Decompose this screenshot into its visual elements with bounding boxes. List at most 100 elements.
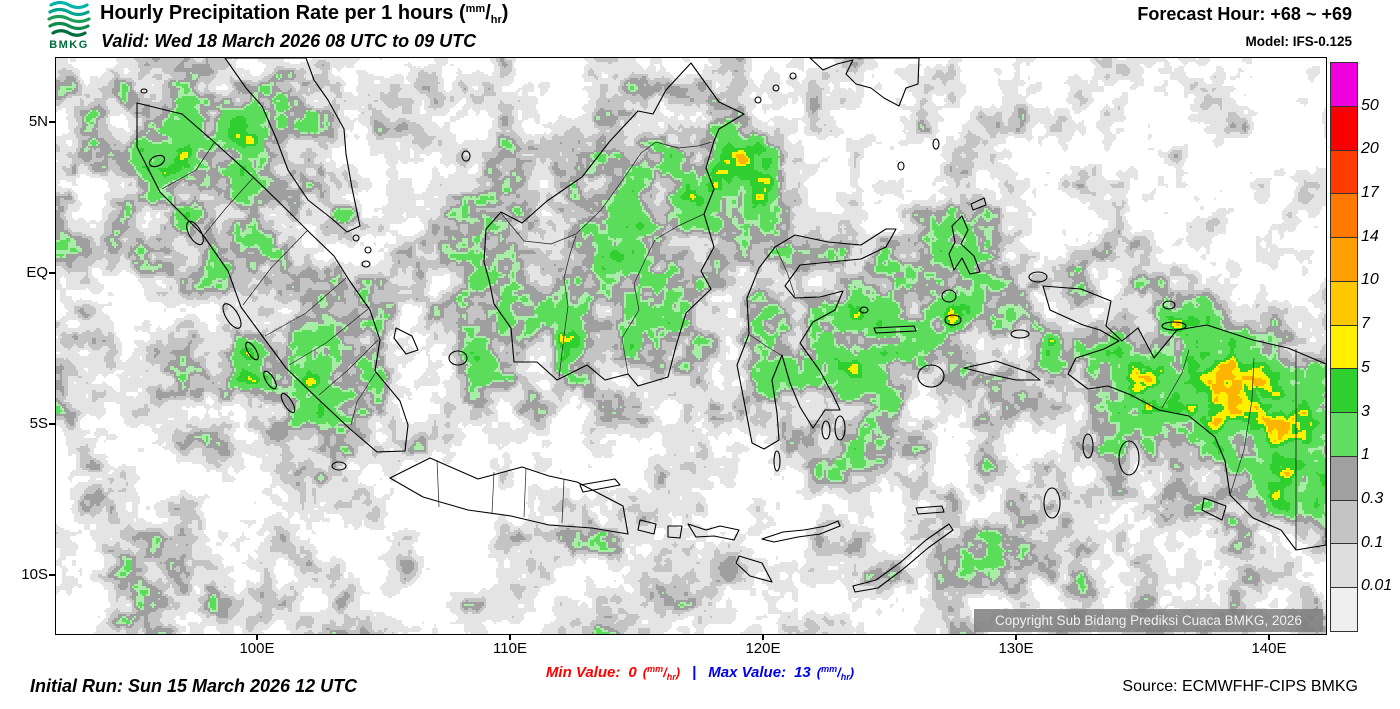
lat-tick-5S: [49, 423, 55, 425]
unit-open: (: [642, 665, 648, 680]
island-talaud: [932, 138, 940, 150]
legend-swatch: [1331, 412, 1357, 456]
unit-numerator: mm: [647, 664, 664, 674]
map-plot: Copyright Sub Bidang Prediksi Cuaca BMKG…: [55, 57, 1327, 635]
island-small: [789, 72, 797, 80]
island-nias: [186, 220, 204, 246]
legend-swatch: [1331, 455, 1357, 500]
border-province: [749, 334, 782, 356]
lon-tick-130E: [1015, 634, 1017, 640]
legend-swatch: [1331, 368, 1357, 413]
legend-label: 5: [1361, 359, 1370, 376]
legend-swatch: [1331, 324, 1357, 369]
min-unit: (mm/hr): [642, 664, 680, 682]
coastlines: [136, 58, 1326, 593]
island-small: [772, 84, 780, 92]
island-sumbawa: [687, 523, 740, 541]
legend-swatch: [1331, 499, 1357, 544]
legend-label: 17: [1361, 184, 1379, 201]
island-lingga: [361, 260, 371, 268]
lon-tick-100E: [256, 634, 258, 640]
min-value: 0: [628, 664, 637, 681]
island-borneo: [483, 62, 745, 387]
island-tanimbar: [1043, 487, 1061, 519]
max-label: Max Value:: [708, 664, 787, 681]
border-province: [775, 247, 796, 297]
island-halmahera: [948, 215, 981, 275]
island-siberut: [222, 303, 242, 329]
island-lombok: [667, 525, 683, 539]
unit-close: ): [849, 665, 855, 680]
island-madura: [579, 478, 621, 493]
border-province: [523, 467, 527, 518]
unit-numerator: mm: [821, 664, 838, 674]
island-small: [364, 246, 372, 254]
admin-borders: [161, 141, 1297, 549]
lon-tick-120E: [762, 634, 764, 640]
island-obi: [944, 314, 962, 326]
island-wetar: [915, 505, 945, 515]
island-small: [352, 234, 360, 242]
border-malaysia-kalimantan: [500, 141, 713, 245]
island-buru: [917, 364, 945, 388]
lat-label-EQ: EQ: [26, 264, 48, 281]
lat-label-5S: 5S: [29, 415, 48, 432]
border-province: [161, 142, 215, 190]
island-sulawesi: [736, 228, 897, 450]
island-small: [280, 392, 296, 414]
border-province: [561, 478, 565, 524]
legend-swatch: [1331, 280, 1357, 325]
lon-tick-140E: [1268, 634, 1270, 640]
bmkg-logo-icon: [47, 0, 91, 37]
island-yapen: [1161, 321, 1187, 331]
island-selayar: [773, 450, 781, 472]
legend-swatch: [1331, 587, 1357, 631]
unit-close: ): [501, 2, 509, 24]
legend-label: 10: [1361, 271, 1379, 288]
unit-slash: /: [485, 2, 491, 24]
island-misool: [1010, 329, 1030, 339]
unit-denominator: hr: [840, 672, 850, 682]
lon-label-140E: 140E: [1251, 640, 1287, 657]
legend-swatch: [1331, 63, 1357, 106]
legend-label: 0.1: [1361, 534, 1384, 551]
unit-numerator: mm: [465, 3, 486, 15]
lat-label-5N: 5N: [28, 113, 48, 130]
logo-wave: [51, 29, 87, 37]
island-small: [245, 341, 259, 361]
border-province: [1161, 349, 1190, 409]
lat-tick-10S: [49, 574, 55, 576]
border-province: [242, 230, 308, 306]
border-province: [264, 277, 347, 337]
border-province: [436, 459, 440, 508]
copyright-overlay: Copyright Sub Bidang Prediksi Cuaca BMKG…: [974, 609, 1323, 632]
border-province: [318, 339, 379, 396]
legend-label: 20: [1361, 140, 1379, 157]
legend-swatch: [1331, 193, 1357, 238]
minmax-separator: |: [692, 664, 697, 681]
island-seram: [963, 360, 1041, 381]
legend-label: 14: [1361, 228, 1379, 245]
unit-denominator: hr: [666, 672, 676, 682]
max-unit: (mm/hr): [817, 664, 855, 682]
island-weh: [140, 88, 148, 94]
border-province: [491, 471, 495, 514]
legend-label: 0.01: [1361, 577, 1393, 594]
island-enggano: [331, 461, 347, 471]
island-small: [754, 96, 762, 104]
island-natuna: [461, 150, 471, 162]
lat-label-10S: 10S: [21, 566, 48, 583]
minmax-line: Min Value: 0 (mm/hr) | Max Value: 13 (mm/hr): [0, 664, 1400, 682]
precip-field-canvas: [56, 58, 1326, 634]
island-bangka: [393, 327, 419, 355]
logo-wave: [48, 7, 90, 17]
legend-label: 7: [1361, 315, 1370, 332]
source-label: Source: ECMWFHF-CIPS BMKG: [1122, 678, 1358, 695]
island-timor: [852, 523, 954, 593]
unit-slash: /: [663, 665, 667, 680]
lon-tick-110E: [509, 634, 511, 640]
logo-wave: [49, 0, 89, 10]
bmkg-logo: BMKG: [44, 0, 94, 51]
border-province: [350, 371, 377, 426]
island-waigeo: [1028, 271, 1048, 283]
